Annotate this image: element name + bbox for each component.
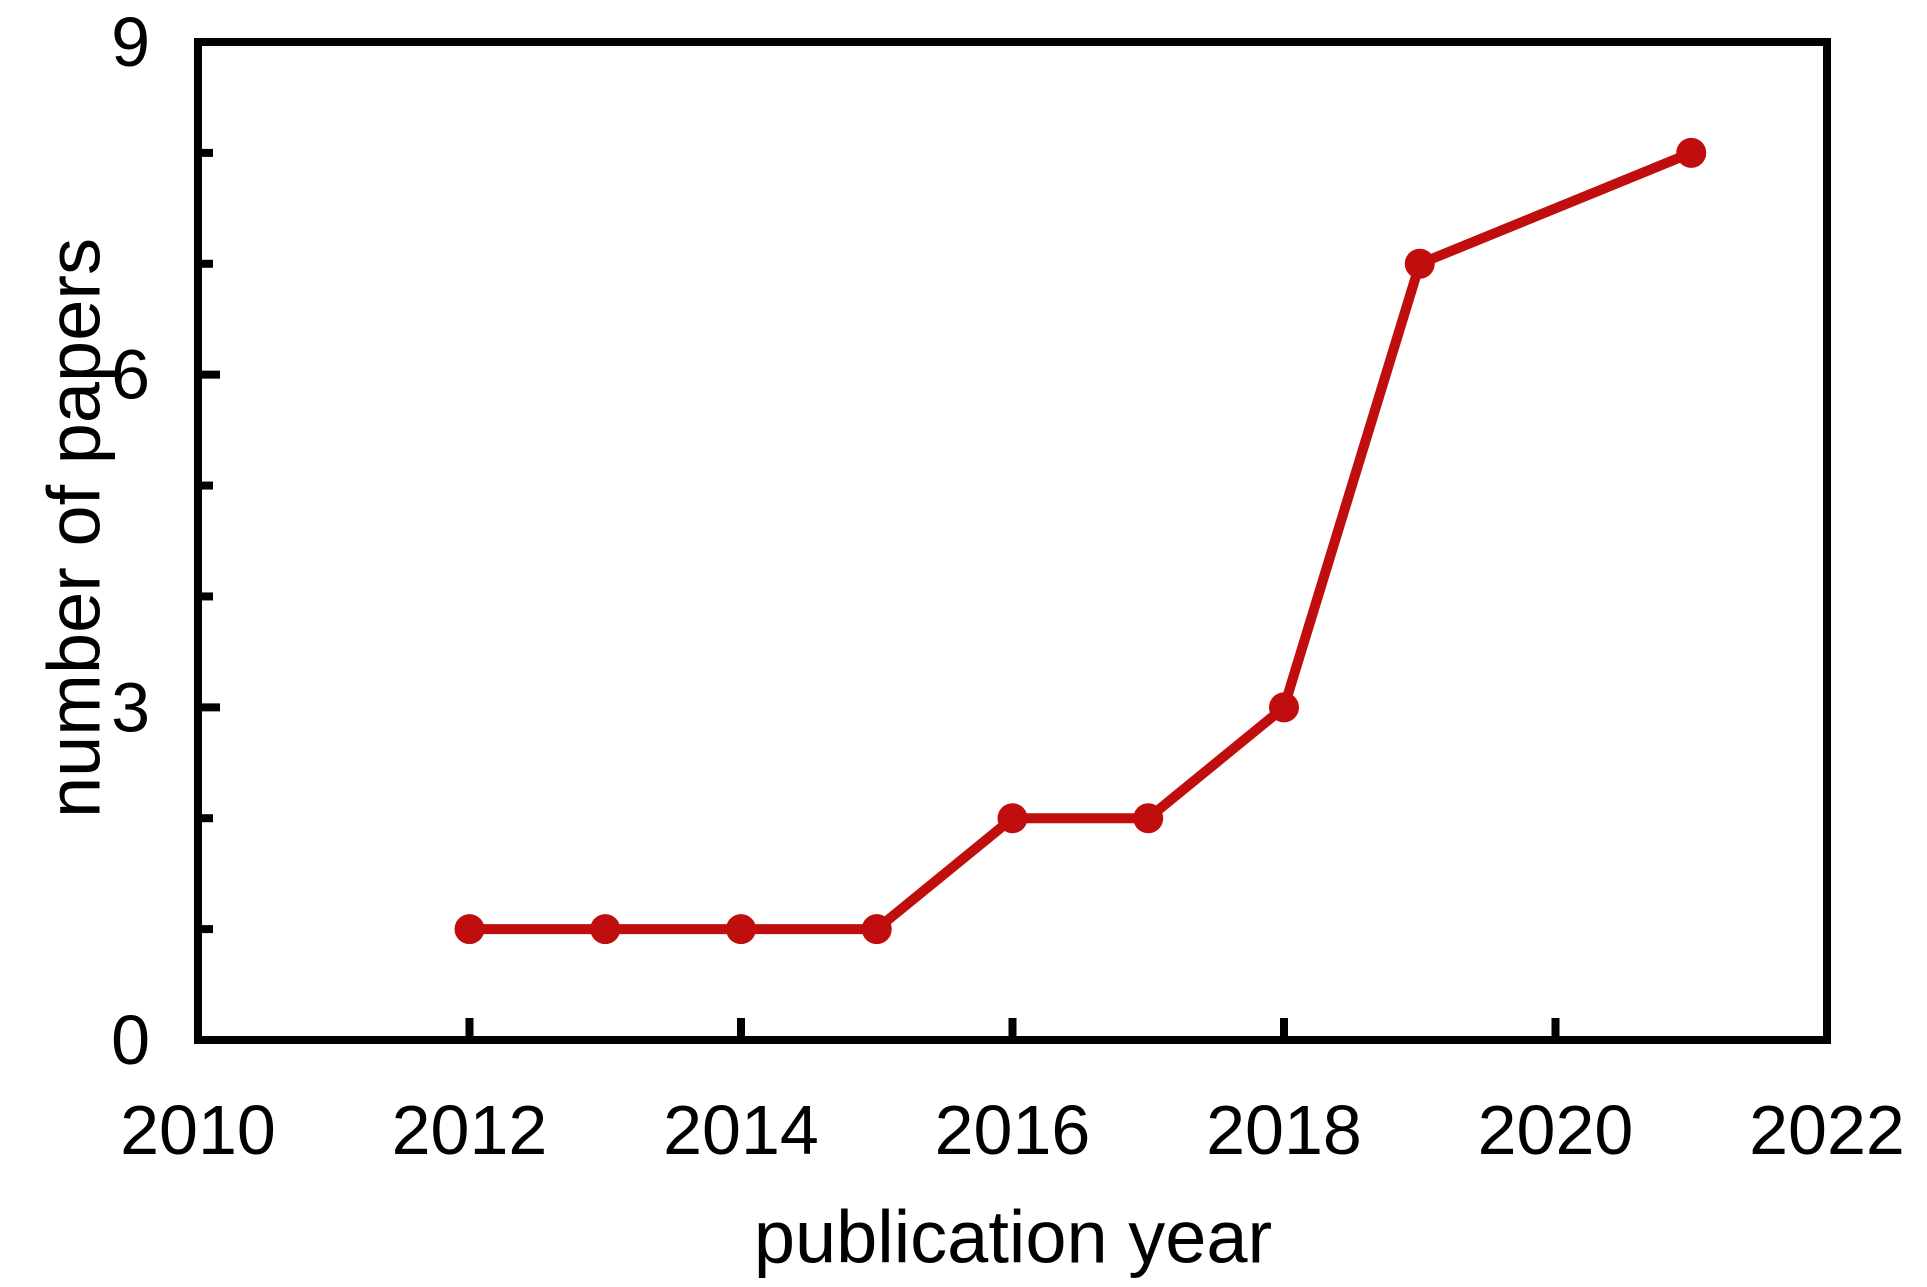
y-tick-label-0: 0 — [111, 1001, 150, 1079]
y-tick-label-3: 3 — [111, 668, 150, 746]
y-axis-title: number of papers — [33, 238, 116, 818]
data-point-2012 — [454, 914, 485, 945]
data-point-2013 — [590, 914, 621, 945]
x-tick-label-2012: 2012 — [392, 1091, 548, 1169]
data-point-2016 — [997, 803, 1028, 834]
data-point-2019 — [1404, 248, 1435, 279]
data-point-2018 — [1269, 692, 1299, 723]
x-tick-label-2014: 2014 — [663, 1091, 819, 1169]
x-tick-label-2010: 2010 — [120, 1091, 276, 1169]
y-tick-label-9: 9 — [111, 3, 150, 81]
x-tick-label-2018: 2018 — [1206, 1091, 1362, 1169]
series-line — [464, 147, 1697, 935]
data-point-2014 — [726, 914, 756, 945]
plot-frame — [194, 38, 1831, 1044]
x-tick-label-2020: 2020 — [1478, 1091, 1634, 1169]
data-point-2021 — [1676, 137, 1707, 168]
data-point-2017 — [1133, 803, 1164, 834]
x-tick-label-2016: 2016 — [935, 1091, 1091, 1169]
y-tick-label-6: 6 — [111, 336, 150, 414]
x-axis-title: publication year — [754, 1196, 1272, 1279]
data-point-2015 — [861, 914, 892, 945]
x-tick-label-2022: 2022 — [1749, 1091, 1905, 1169]
